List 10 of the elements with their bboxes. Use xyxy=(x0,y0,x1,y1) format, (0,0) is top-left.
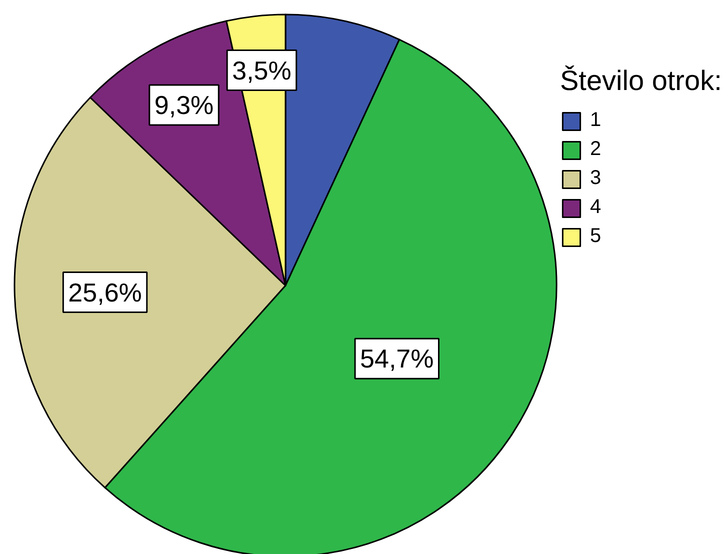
legend-label: 3 xyxy=(590,167,602,190)
legend-label: 5 xyxy=(590,225,602,248)
legend-label: 4 xyxy=(590,196,602,219)
data-label: 9,3% xyxy=(154,90,214,120)
data-label: 25,6% xyxy=(68,277,142,308)
legend-label: 1 xyxy=(590,109,602,132)
data-label: 54,7% xyxy=(360,344,434,374)
legend-title: Število otrok: xyxy=(560,65,722,97)
data-label: 3,5% xyxy=(232,55,292,86)
legend-label: 2 xyxy=(590,138,602,161)
